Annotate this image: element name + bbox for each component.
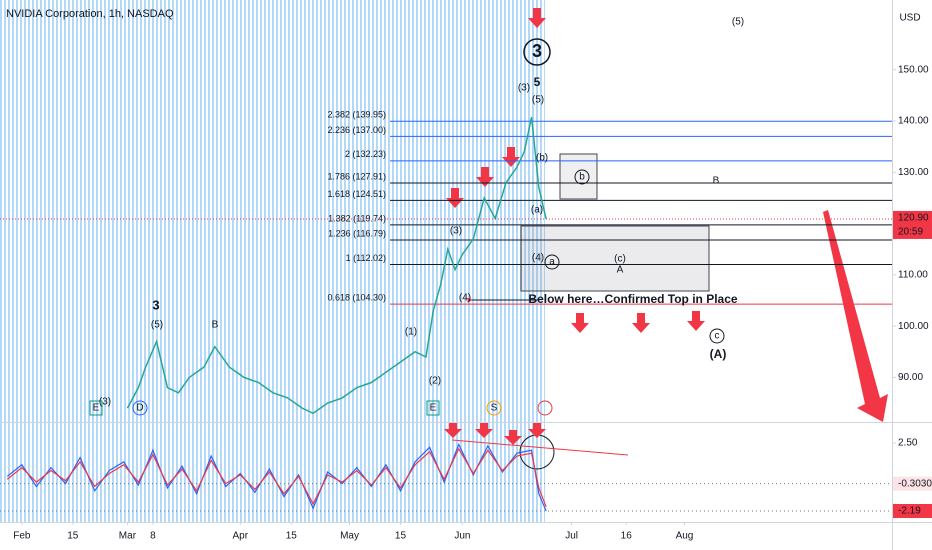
fib-label: 2.236 (137.00) bbox=[327, 125, 386, 135]
y-tick-label: 110.00 bbox=[898, 269, 928, 280]
event-icon bbox=[486, 400, 502, 416]
countdown: 20:59 bbox=[898, 227, 923, 238]
wave-label: (5) bbox=[732, 17, 744, 28]
x-tick-label: 16 bbox=[621, 531, 633, 542]
wave-label: D bbox=[136, 403, 143, 414]
wave-label: E bbox=[430, 403, 437, 414]
y-tick-label: 130.00 bbox=[898, 167, 929, 178]
chart-title: NVIDIA Corporation, 1h, NASDAQ bbox=[6, 8, 174, 20]
wave-label: a bbox=[549, 257, 555, 268]
wave-label: Below here…Confirmed Top in Place bbox=[528, 292, 737, 306]
wave-circle bbox=[523, 38, 551, 66]
wave-circle bbox=[709, 328, 725, 344]
wave-label: (b) bbox=[536, 153, 548, 164]
x-tick-label: 8 bbox=[150, 531, 156, 542]
x-tick-label: Jun bbox=[454, 531, 470, 542]
event-icon bbox=[426, 400, 440, 416]
wave-label: (3) bbox=[518, 83, 530, 94]
wave-label: A bbox=[617, 265, 624, 276]
wave-label: (2) bbox=[429, 376, 441, 387]
red-arrows bbox=[444, 8, 888, 445]
series-line bbox=[6, 447, 547, 507]
wave-label: (1) bbox=[405, 327, 417, 338]
value-marker-label: -2.19 bbox=[898, 506, 921, 517]
box-b bbox=[559, 153, 598, 200]
event-icon bbox=[537, 400, 553, 416]
wave-label: (a) bbox=[531, 205, 543, 216]
wave-label: B bbox=[212, 320, 219, 331]
wave-label: 3 bbox=[152, 297, 159, 312]
x-tick-label: 15 bbox=[395, 531, 407, 542]
fib-label: 0.618 (104.30) bbox=[327, 292, 386, 302]
value-marker-box bbox=[893, 503, 932, 518]
wave-label: S bbox=[491, 403, 498, 414]
value-marker-label: -0.3030 bbox=[898, 478, 932, 489]
last-price-box bbox=[893, 210, 932, 239]
fib-label: 1.236 (116.79) bbox=[328, 228, 386, 238]
x-tick-label: Feb bbox=[13, 531, 31, 542]
wave-label: b bbox=[579, 172, 585, 183]
x-tick-label: 15 bbox=[67, 531, 79, 542]
trend-line bbox=[451, 439, 629, 456]
wave-label: (3) bbox=[99, 397, 111, 408]
wave-label: (5) bbox=[532, 95, 544, 106]
currency[interactable]: USD bbox=[899, 13, 920, 24]
fib-label: 1.618 (124.51) bbox=[327, 189, 386, 199]
session-background bbox=[0, 0, 545, 522]
x-tick-label: Apr bbox=[233, 531, 249, 542]
y-tick-label: 90.00 bbox=[898, 372, 923, 383]
wave-label: (4) bbox=[459, 293, 471, 304]
box-a bbox=[520, 225, 710, 292]
y-tick-label: 150.00 bbox=[898, 64, 929, 75]
wave-label: E bbox=[93, 403, 100, 414]
fib-label: 2.382 (139.95) bbox=[327, 110, 386, 120]
x-tick-label: 15 bbox=[286, 531, 298, 542]
y-tick-label: 140.00 bbox=[898, 116, 929, 127]
fib-label: 1.382 (119.74) bbox=[328, 213, 386, 223]
wave-label: (A) bbox=[710, 347, 727, 361]
x-tick-label: May bbox=[340, 531, 359, 542]
event-icon bbox=[132, 400, 148, 416]
wave-label: 5 bbox=[534, 75, 541, 89]
wave-label: (4) bbox=[532, 253, 544, 264]
wave-label: (c) bbox=[614, 254, 626, 265]
series-line bbox=[126, 116, 547, 415]
wave-label: c bbox=[715, 331, 720, 342]
y-tick-label: 100.00 bbox=[898, 321, 929, 332]
x-tick-label: Aug bbox=[676, 531, 694, 542]
wave-label: (3) bbox=[450, 226, 462, 237]
wave-label: B bbox=[713, 176, 720, 187]
y-tick-label: 2.50 bbox=[898, 438, 918, 449]
value-marker-box bbox=[893, 476, 932, 491]
wave-circle bbox=[544, 254, 560, 270]
wave-circle bbox=[574, 169, 590, 185]
fib-label: 1.786 (127.91) bbox=[327, 171, 386, 181]
x-tick-label: Mar bbox=[119, 531, 137, 542]
event-icon bbox=[89, 400, 103, 416]
last-price-label: 120.90 bbox=[898, 213, 929, 224]
wave-label: (5) bbox=[151, 320, 163, 331]
fib-label: 2 (132.23) bbox=[345, 149, 386, 159]
wave-label: 3 bbox=[532, 41, 542, 61]
x-tick-label: Jul bbox=[565, 531, 578, 542]
fib-label: 1 (112.02) bbox=[346, 253, 386, 263]
